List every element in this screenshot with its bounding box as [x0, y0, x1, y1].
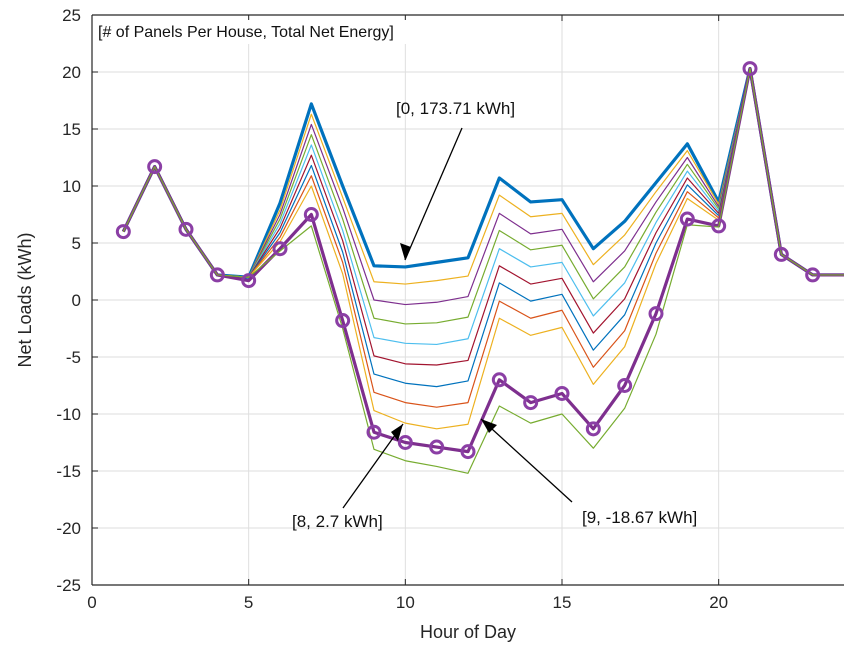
- chart-title: [# of Panels Per House, Total Net Energy…: [98, 24, 394, 41]
- data-point-marker: [648, 306, 664, 322]
- series-markers: [115, 61, 821, 460]
- annotation-label-2: [9, -18.67 kWh]: [582, 508, 697, 527]
- data-point-marker: [679, 211, 695, 227]
- data-point-marker: [460, 444, 476, 460]
- data-point-marker: [115, 224, 131, 240]
- data-point-marker: [335, 313, 351, 329]
- y-tick-label: -20: [56, 519, 81, 538]
- annotation-arrowhead-2: [481, 419, 497, 433]
- y-tick-label: 0: [72, 291, 81, 310]
- axes: [91, 14, 844, 586]
- y-tick-label: 20: [62, 63, 81, 82]
- data-point-marker: [178, 221, 194, 237]
- x-tick-label: 5: [244, 593, 253, 612]
- x-tick-label: 10: [396, 593, 415, 612]
- x-tick-label: 20: [709, 593, 728, 612]
- annotation-label-0: [0, 173.71 kWh]: [396, 99, 515, 118]
- data-point-marker: [773, 246, 789, 262]
- annotation-arrowhead-0: [400, 243, 411, 260]
- data-point-marker: [397, 435, 413, 450]
- chart-title-box: [96, 20, 540, 44]
- annotation-arrow-1: [342, 423, 404, 509]
- y-tick-label: 15: [62, 120, 81, 139]
- data-point-marker: [209, 267, 225, 283]
- data-point-marker: [491, 372, 507, 388]
- y-tick-label: 5: [72, 234, 81, 253]
- x-tick-label: 0: [87, 593, 96, 612]
- data-point-marker: [805, 267, 821, 283]
- y-tick-label: -15: [56, 462, 81, 481]
- annotation-label-1: [8, 2.7 kWh]: [292, 512, 383, 531]
- data-point-marker: [429, 439, 445, 455]
- annotation-arrow-2: [480, 418, 573, 503]
- y-axis-label: Net Loads (kWh): [15, 232, 35, 367]
- y-tick-label: -10: [56, 405, 81, 424]
- data-point-marker: [272, 241, 288, 257]
- data-point-marker: [554, 385, 570, 401]
- data-point-marker: [303, 207, 319, 222]
- y-tick-label: 25: [62, 6, 81, 25]
- data-point-marker: [742, 61, 758, 77]
- annotation-arrow-0: [404, 127, 463, 261]
- x-tick-label: 15: [553, 593, 572, 612]
- data-point-marker: [523, 395, 539, 411]
- data-point-marker: [617, 378, 633, 393]
- data-point-marker: [241, 273, 257, 289]
- y-tick-label: -25: [56, 576, 81, 595]
- data-point-marker: [147, 159, 163, 175]
- y-tick-label: 10: [62, 177, 81, 196]
- data-point-marker: [711, 218, 727, 234]
- y-tick-label: -5: [66, 348, 81, 367]
- x-axis-label: Hour of Day: [420, 622, 516, 642]
- data-point-marker: [366, 424, 382, 440]
- annotations: [0, 173.71 kWh] [8, 2.7 kWh] [9, -18.67 …: [292, 99, 697, 531]
- grid-lines: [91, 14, 844, 586]
- data-point-marker: [585, 421, 601, 437]
- annotation-arrowhead-1: [391, 424, 403, 441]
- tick-labels: 0 5 10 15 20 25 20 15 10 5 0 -5 -10 -15 -20 -25: [56, 6, 728, 612]
